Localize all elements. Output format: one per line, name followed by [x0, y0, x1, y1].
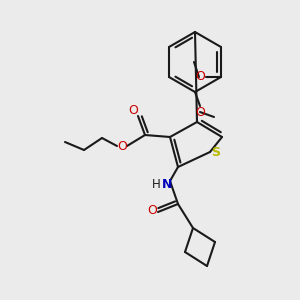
Text: O: O [117, 140, 127, 152]
Text: O: O [195, 106, 205, 118]
Text: S: S [212, 146, 220, 158]
Text: O: O [128, 104, 138, 118]
Text: O: O [195, 70, 205, 83]
Text: H: H [152, 178, 160, 191]
Text: O: O [147, 205, 157, 218]
Text: N: N [162, 178, 172, 191]
